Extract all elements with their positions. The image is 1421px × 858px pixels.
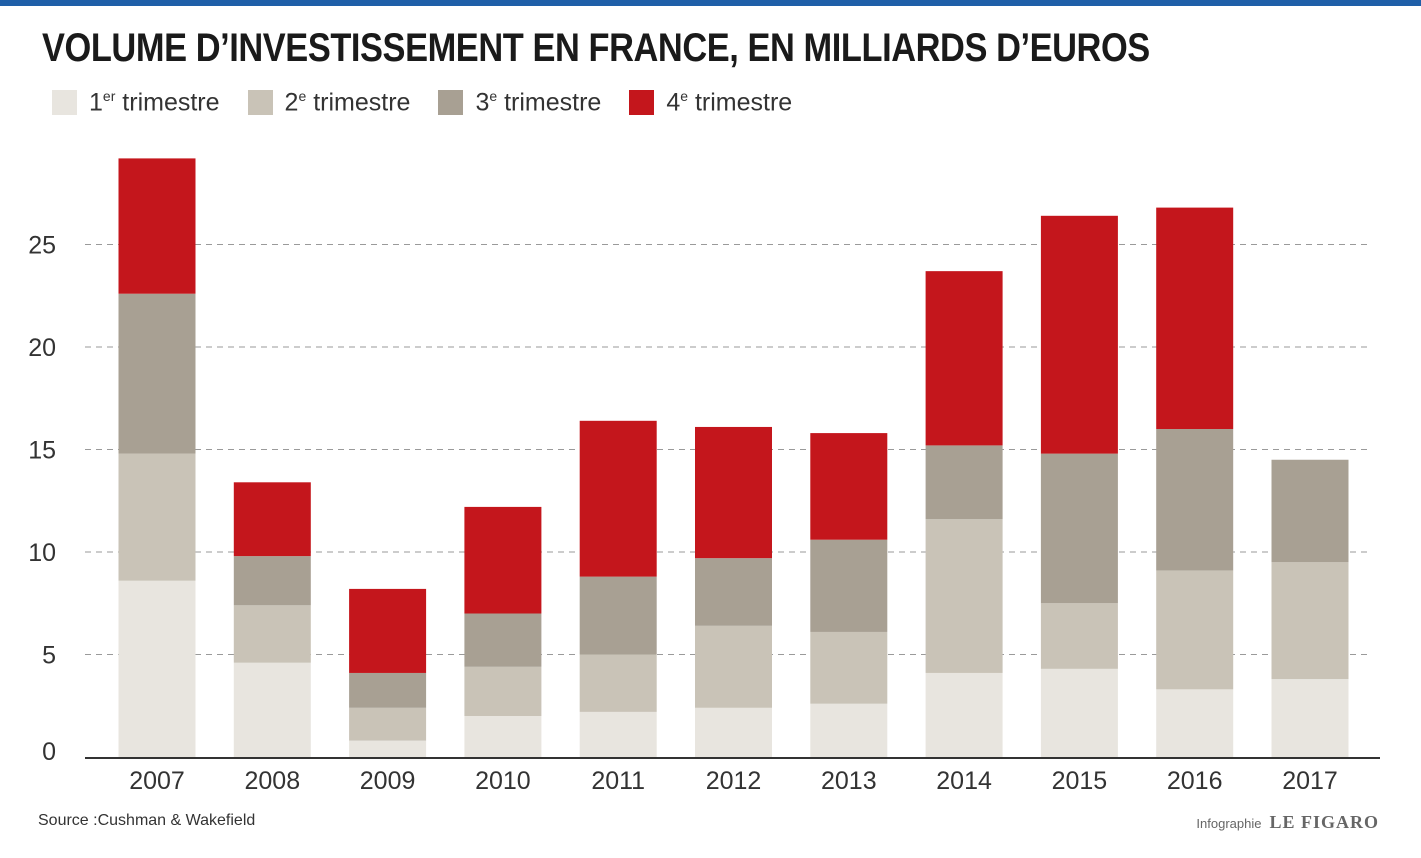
x-tick-label: 2011 xyxy=(591,767,645,795)
bar-segment-2016-q2 xyxy=(1156,570,1234,690)
bar-segment-2012-q1 xyxy=(695,707,772,757)
bar-segment-2008-q2 xyxy=(233,605,311,663)
bar-segment-2015-q3 xyxy=(1040,453,1118,604)
x-tick-label: 2012 xyxy=(706,767,762,795)
legend-item-q4: 4e trimestre xyxy=(629,88,792,117)
bar-segment-2007-q3 xyxy=(118,293,196,454)
bar-segment-2014-q1 xyxy=(925,672,1003,757)
legend-swatch-q2 xyxy=(247,90,273,116)
x-tick-label: 2016 xyxy=(1167,767,1223,795)
bar-segment-2009-q4 xyxy=(349,588,427,673)
top-accent-bar xyxy=(0,0,1421,6)
x-tick-label: 2009 xyxy=(360,767,416,795)
legend-swatch-q3 xyxy=(438,90,464,116)
bar-segment-2013-q1 xyxy=(810,703,888,757)
bar-segment-2007-q1 xyxy=(118,580,196,757)
y-tick-label: 5 xyxy=(42,642,56,670)
legend-label-q4: 4e trimestre xyxy=(666,88,793,117)
bar-segment-2008-q4 xyxy=(233,482,311,557)
y-tick-label: 25 xyxy=(28,232,56,260)
bar-segment-2007-q2 xyxy=(118,453,196,581)
x-tick-label: 2014 xyxy=(936,767,992,795)
bar-segment-2011-q1 xyxy=(579,711,657,757)
bar-segment-2008-q1 xyxy=(233,662,311,757)
bar-segment-2013-q3 xyxy=(810,539,888,632)
bar-segment-2017-q3 xyxy=(1271,459,1349,563)
bar-segment-2014-q2 xyxy=(925,519,1003,673)
legend-item-q1: 1er trimestre xyxy=(52,88,220,117)
x-tick-label: 2013 xyxy=(821,767,877,795)
le-figaro-logo: LE FIGARO xyxy=(1269,812,1379,832)
bar-segment-2008-q3 xyxy=(233,556,311,606)
legend-label-q1: 1er trimestre xyxy=(89,88,220,117)
legend-item-q3: 3e trimestre xyxy=(438,88,601,117)
y-tick-label: 10 xyxy=(28,539,56,567)
bar-segment-2010-q1 xyxy=(464,716,542,757)
credit-label: Infographie xyxy=(1196,816,1262,831)
legend-label-q2: 2e trimestre xyxy=(284,88,411,117)
x-tick-label: 2010 xyxy=(475,767,531,795)
bar-segment-2013-q4 xyxy=(810,433,888,540)
bar-segment-2010-q2 xyxy=(464,666,542,716)
bar-segment-2015-q2 xyxy=(1040,603,1118,669)
x-tick-label: 2007 xyxy=(129,767,185,795)
bar-segment-2014-q3 xyxy=(925,445,1003,520)
bar-segment-2017-q2 xyxy=(1271,562,1349,680)
bar-segment-2012-q3 xyxy=(695,558,772,626)
bar-segment-2009-q3 xyxy=(349,672,427,708)
legend-item-q2: 2e trimestre xyxy=(247,88,411,117)
bar-segment-2014-q4 xyxy=(925,271,1003,446)
legend-swatch-q1 xyxy=(52,90,77,116)
bar-segment-2016-q3 xyxy=(1156,429,1234,571)
y-tick-label: 0 xyxy=(42,738,56,766)
bar-segment-2010-q4 xyxy=(464,506,542,614)
legend-swatch-q4 xyxy=(629,90,655,116)
bar-segment-2007-q4 xyxy=(118,158,196,294)
legend: 1er trimestre 2e trimestre 3e trimestre … xyxy=(52,88,820,117)
bar-segment-2012-q4 xyxy=(695,426,772,559)
bar-segment-2009-q2 xyxy=(349,707,427,741)
bar-segment-2017-q1 xyxy=(1271,679,1349,757)
bar-segment-2016-q4 xyxy=(1156,207,1234,429)
bar-segment-2012-q2 xyxy=(695,625,772,708)
x-tick-label: 2017 xyxy=(1282,767,1338,795)
bar-segment-2011-q2 xyxy=(579,654,657,712)
y-tick-label: 20 xyxy=(28,334,56,362)
bar-segment-2015-q4 xyxy=(1040,215,1118,454)
bar-segment-2016-q1 xyxy=(1156,689,1234,757)
bar-segment-2011-q4 xyxy=(579,420,657,577)
source-note: Source :Cushman & Wakefield xyxy=(38,812,256,829)
credit: Infographie LE FIGARO xyxy=(1196,812,1379,833)
chart-title: VOLUME D’INVESTISSEMENT EN FRANCE, EN MI… xyxy=(42,26,1150,70)
bar-segment-2010-q3 xyxy=(464,613,542,667)
x-tick-label: 2015 xyxy=(1052,767,1108,795)
y-tick-label: 15 xyxy=(28,437,56,465)
bar-segment-2015-q1 xyxy=(1040,668,1118,757)
bar-segment-2013-q2 xyxy=(810,631,888,704)
x-tick-label: 2008 xyxy=(244,767,300,795)
bar-segment-2009-q1 xyxy=(349,740,427,757)
legend-label-q3: 3e trimestre xyxy=(475,88,602,117)
bar-segment-2011-q3 xyxy=(579,576,657,655)
